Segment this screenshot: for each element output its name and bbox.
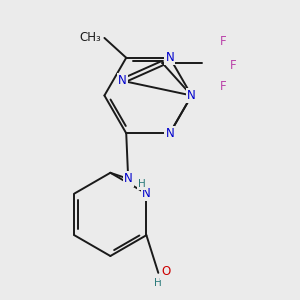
Text: H: H [154,278,162,288]
Text: N: N [165,127,174,140]
Text: F: F [220,80,226,93]
Text: N: N [118,74,127,87]
Text: F: F [220,35,226,48]
Text: O: O [161,266,170,278]
Text: N: N [142,187,151,200]
Text: N: N [165,51,174,64]
Text: F: F [230,58,236,72]
Text: N: N [187,89,196,102]
Text: H: H [138,179,146,189]
Text: N: N [124,172,133,185]
Text: CH₃: CH₃ [80,32,101,44]
